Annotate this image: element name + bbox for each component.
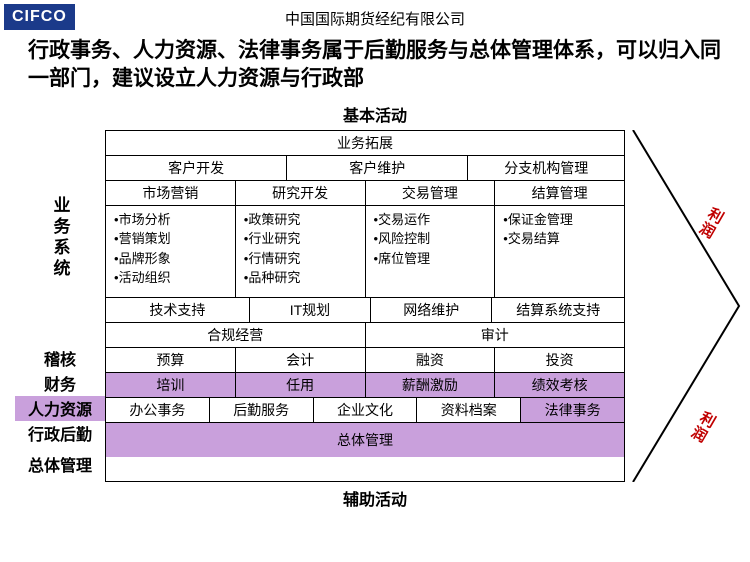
cell: 预算 xyxy=(106,348,235,372)
cell: 研究开发 xyxy=(235,181,365,205)
row-category-labels: 业务系统 稽核 财务 人力资源 行政后勤 总体管理 xyxy=(15,130,105,482)
cell-hr: 培训 xyxy=(106,373,235,397)
cell: 客户开发 xyxy=(106,156,286,180)
page-title: 行政事务、人力资源、法律事务属于后勤服务与总体管理体系，可以归入同一部门，建议设… xyxy=(0,29,750,98)
cell: IT规划 xyxy=(249,298,370,322)
detail-marketing: 市场分析营销策划品牌形象活动组织 xyxy=(106,206,235,297)
cell: 合规经营 xyxy=(106,323,365,347)
top-section-label: 基本活动 xyxy=(0,98,750,130)
cell: 投资 xyxy=(494,348,624,372)
cell: 市场营销 xyxy=(106,181,235,205)
bottom-section-label: 辅助活动 xyxy=(0,482,750,514)
cell: 办公事务 xyxy=(106,398,209,422)
cell-legal: 法律事务 xyxy=(520,398,624,422)
cell: 结算管理 xyxy=(494,181,624,205)
cell-hr: 薪酬激励 xyxy=(365,373,495,397)
cell: 会计 xyxy=(235,348,365,372)
profit-label-top: 利润 xyxy=(693,203,728,243)
value-chain-grid: 业务拓展 客户开发 客户维护 分支机构管理 市场营销 研究开发 交易管理 结算管… xyxy=(105,130,625,482)
arrow-head xyxy=(631,130,741,482)
cell-hr: 绩效考核 xyxy=(494,373,624,397)
biz-expansion: 业务拓展 xyxy=(106,131,624,155)
logo-badge: CIFCO xyxy=(4,4,75,30)
cell: 资料档案 xyxy=(416,398,520,422)
cell: 结算系统支持 xyxy=(491,298,624,322)
label-finance: 财务 xyxy=(15,371,105,396)
cell: 审计 xyxy=(365,323,625,347)
detail-settlement: 保证金管理交易结算 xyxy=(494,206,624,297)
label-hr: 人力资源 xyxy=(15,396,105,421)
profit-label-bottom: 利润 xyxy=(685,407,720,447)
cell: 后勤服务 xyxy=(209,398,313,422)
detail-trading: 交易运作风险控制席位管理 xyxy=(365,206,495,297)
cell: 客户维护 xyxy=(286,156,467,180)
label-overall: 总体管理 xyxy=(15,446,105,482)
label-admin: 行政后勤 xyxy=(15,421,105,446)
label-audit: 稽核 xyxy=(15,346,105,371)
company-name: 中国国际期货经纪有限公司 xyxy=(0,0,750,29)
value-chain-diagram: 业务系统 稽核 财务 人力资源 行政后勤 总体管理 业务拓展 客户开发 客户维护… xyxy=(15,130,735,482)
cell-hr: 任用 xyxy=(235,373,365,397)
detail-research: 政策研究行业研究行情研究品种研究 xyxy=(235,206,365,297)
cell: 分支机构管理 xyxy=(467,156,624,180)
label-business: 业务系统 xyxy=(48,196,73,280)
cell: 交易管理 xyxy=(365,181,495,205)
cell-overall: 总体管理 xyxy=(106,423,624,457)
cell: 网络维护 xyxy=(370,298,491,322)
cell: 技术支持 xyxy=(106,298,249,322)
cell: 融资 xyxy=(365,348,495,372)
cell: 企业文化 xyxy=(313,398,417,422)
